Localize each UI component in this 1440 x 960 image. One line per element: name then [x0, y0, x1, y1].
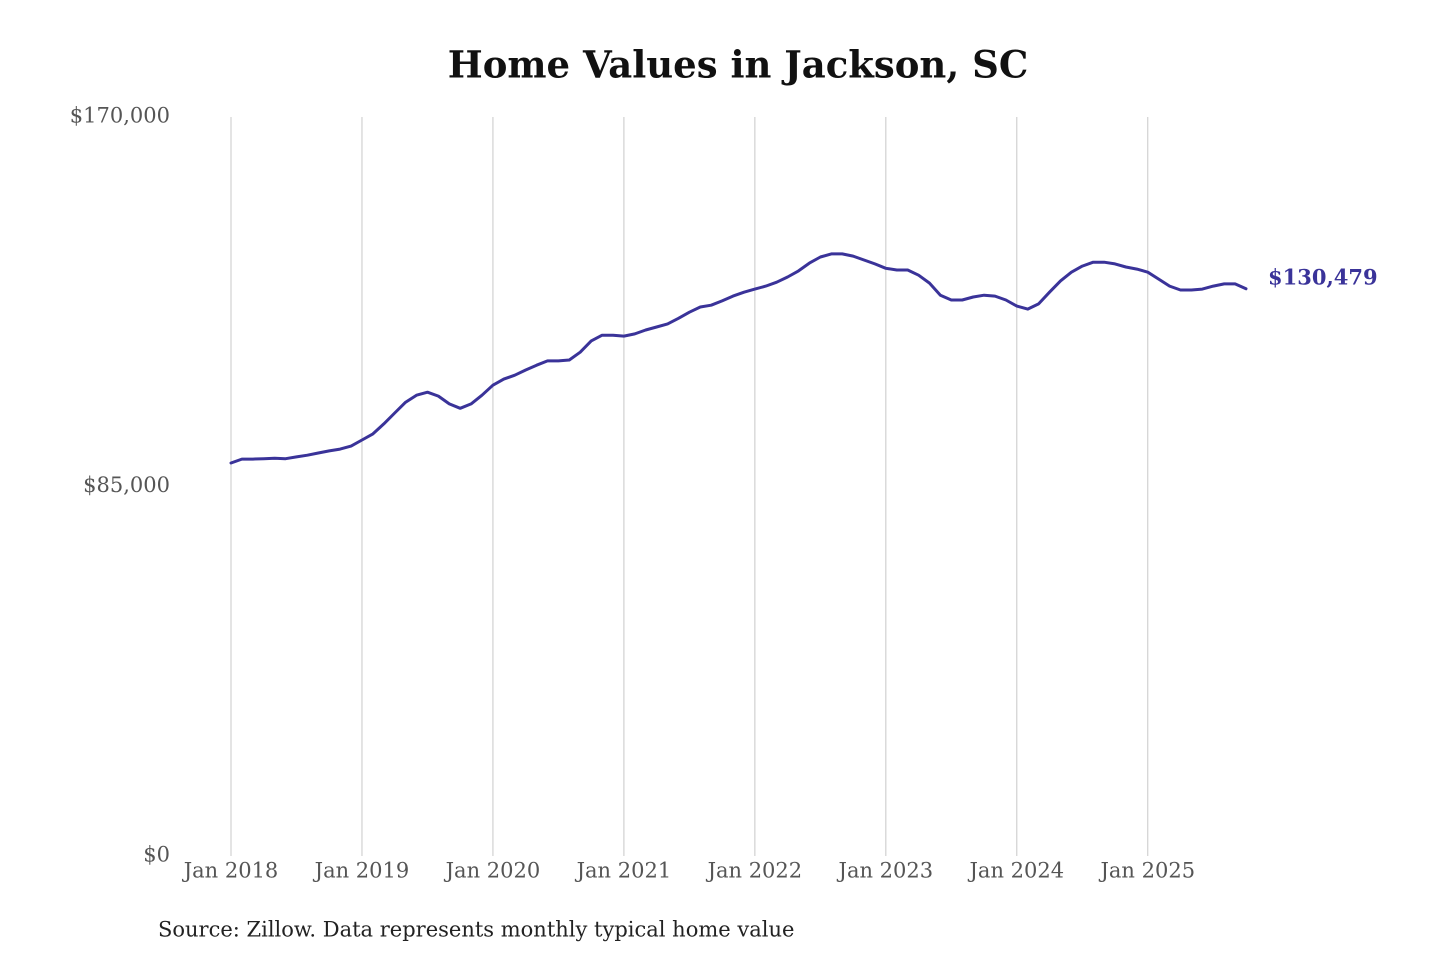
x-tick-label: Jan 2019 — [313, 859, 410, 883]
line-series — [229, 252, 1248, 465]
y-tick-label: $85,000 — [83, 473, 170, 497]
x-tick-label: Jan 2020 — [444, 859, 541, 883]
chart-title: Home Values in Jackson, SC — [448, 43, 1029, 87]
x-tick-label: Jan 2025 — [1098, 859, 1195, 883]
y-tick-label: $0 — [143, 843, 170, 867]
x-tick-label: Jan 2022 — [706, 859, 803, 883]
x-tick-label: Jan 2021 — [575, 859, 672, 883]
source-note: Source: Zillow. Data represents monthly … — [158, 918, 794, 942]
end-value-label: $130,479 — [1268, 264, 1378, 289]
y-tick-label: $170,000 — [70, 104, 170, 128]
x-tick-label: Jan 2018 — [182, 859, 279, 883]
x-tick-label: Jan 2024 — [968, 859, 1065, 883]
x-tick-label: Jan 2023 — [837, 859, 934, 883]
